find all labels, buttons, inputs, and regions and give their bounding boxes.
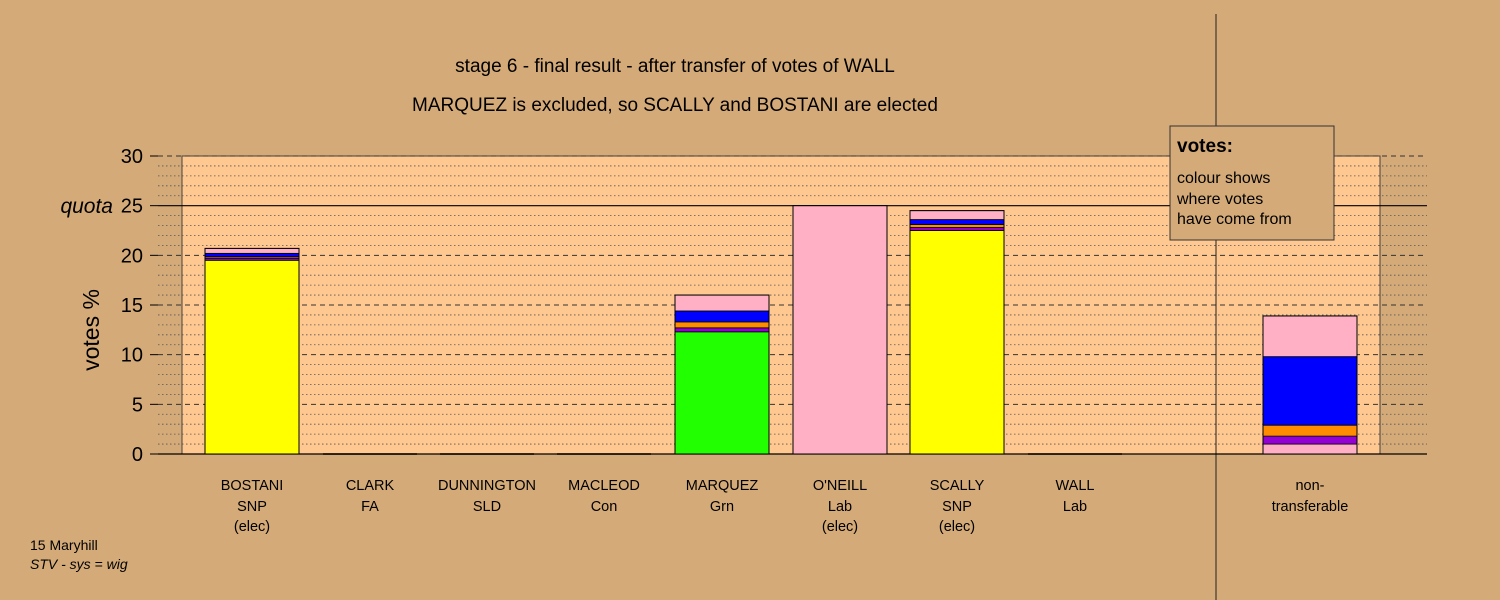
labels-layer: 0 5 10 15 20 25 30 BOSTANI SNP (elec) CLARK FA DUNNI… xyxy=(121,146,1349,535)
candidate-name-label: MARQUEZ xyxy=(686,478,759,494)
bar-marquez-segment xyxy=(674,294,770,312)
candidate-name-label: SCALLY xyxy=(930,478,985,494)
candidate-party-label: SNP xyxy=(237,499,267,515)
bar-non-transferable-segment xyxy=(1262,443,1358,455)
y-tick-label: 10 xyxy=(121,345,143,367)
candidate-name-label: CLARK xyxy=(346,478,395,494)
bar-oneill-outline xyxy=(792,205,888,455)
candidate-name-label: O'NEILL xyxy=(813,478,867,494)
candidate-party-label: SLD xyxy=(473,499,501,515)
candidate-status-label: (elec) xyxy=(939,519,975,535)
bar-bostani-outline xyxy=(204,247,300,455)
candidate-status-label: (elec) xyxy=(234,519,270,535)
bar-bostani-segment xyxy=(204,247,300,254)
candidate-name-label: DUNNINGTON xyxy=(438,478,536,494)
bar-non-transferable-segment xyxy=(1262,424,1358,437)
bar-bostani-segment xyxy=(204,252,300,258)
legend: votes: colour shows where votes have com… xyxy=(1169,125,1335,241)
candidate-party-label: Lab xyxy=(1063,499,1087,515)
bar-scally-segment xyxy=(909,230,1005,455)
bar-non-transferable-segment xyxy=(1262,356,1358,426)
bar-marquez-segment xyxy=(674,310,770,323)
bar-marquez-outline xyxy=(674,294,770,455)
bar-scally-outline xyxy=(909,210,1005,455)
footer-system: STV - sys = wig xyxy=(30,556,128,572)
non-transferable-label-1: non- xyxy=(1295,478,1324,494)
legend-box xyxy=(1169,125,1335,241)
y-tick-label: 30 xyxy=(121,146,143,168)
bar-scally-segment xyxy=(909,227,1005,231)
bar-scally-segment xyxy=(909,224,1005,228)
bar-marquez-segment xyxy=(674,331,770,455)
quota-label: quota xyxy=(60,195,113,218)
bar-marquez-segment xyxy=(674,327,770,333)
candidate-name-label: WALL xyxy=(1056,478,1095,494)
candidate-party-label: Con xyxy=(591,499,618,515)
bar-bostani-segment xyxy=(204,259,300,455)
candidate-party-label: Grn xyxy=(710,499,734,515)
candidate-party-label: FA xyxy=(361,499,379,515)
bar-non-transferable-segment xyxy=(1262,315,1358,358)
bars-layer xyxy=(204,205,1358,455)
y-tick-label: 0 xyxy=(132,444,143,466)
candidate-status-label: (elec) xyxy=(822,519,858,535)
bar-non-transferable-segment xyxy=(1262,435,1358,445)
footer-ward: 15 Maryhill xyxy=(30,537,98,553)
bar-scally-segment xyxy=(909,219,1005,225)
candidate-party-label: SNP xyxy=(942,499,972,515)
y-tick-label: 5 xyxy=(132,394,143,416)
y-tick-label: 20 xyxy=(121,245,143,267)
candidate-name-label: MACLEOD xyxy=(568,478,640,494)
bar-marquez-segment xyxy=(674,321,770,329)
y-tick-label: 15 xyxy=(121,295,143,317)
bar-oneill-segment xyxy=(792,205,888,455)
candidate-name-label: BOSTANI xyxy=(221,478,284,494)
candidate-party-label: Lab xyxy=(828,499,852,515)
legend-line-2: where votes xyxy=(1176,191,1263,208)
y-axis-label: votes % xyxy=(78,289,104,371)
bar-non-transferable-outline xyxy=(1262,315,1358,455)
y-tick-label: 25 xyxy=(121,196,143,218)
legend-line-1: colour shows xyxy=(1177,170,1270,187)
legend-line-3: have come from xyxy=(1177,211,1292,228)
legend-title: votes: xyxy=(1177,136,1233,157)
chart-title: stage 6 - final result - after transfer … xyxy=(455,56,895,77)
non-transferable-label-2: transferable xyxy=(1272,499,1349,515)
bar-scally-segment xyxy=(909,210,1005,220)
chart-subtitle: MARQUEZ is excluded, so SCALLY and BOSTA… xyxy=(412,95,938,116)
